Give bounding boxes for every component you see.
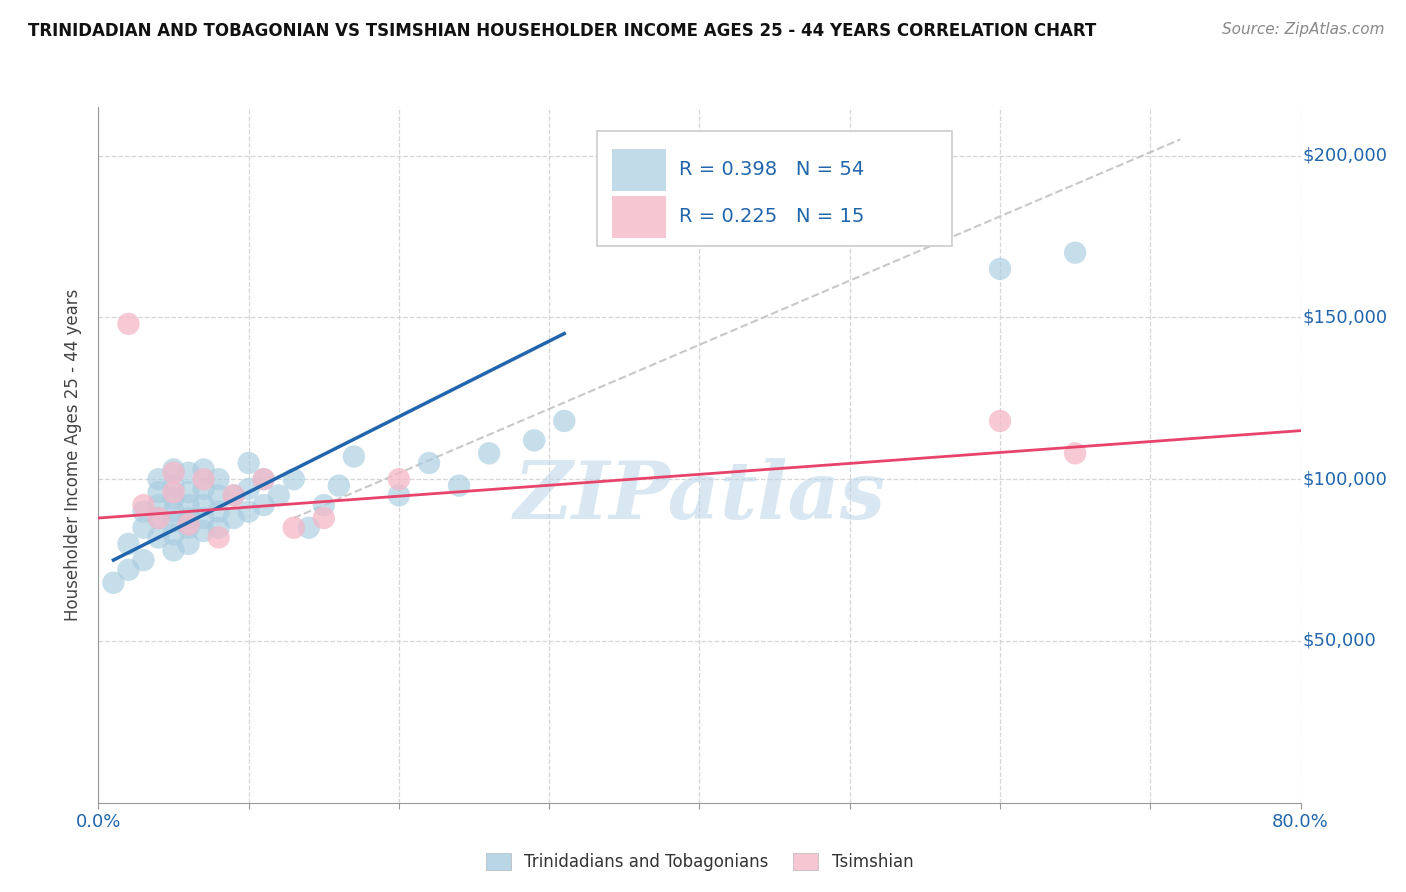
- Point: [193, 524, 215, 538]
- Point: [162, 527, 184, 541]
- Text: TRINIDADIAN AND TOBAGONIAN VS TSIMSHIAN HOUSEHOLDER INCOME AGES 25 - 44 YEARS CO: TRINIDADIAN AND TOBAGONIAN VS TSIMSHIAN …: [28, 22, 1097, 40]
- Point: [447, 478, 470, 492]
- Point: [388, 488, 411, 502]
- Point: [193, 498, 215, 512]
- Point: [162, 466, 184, 480]
- Point: [553, 414, 575, 428]
- Point: [193, 511, 215, 525]
- FancyBboxPatch shape: [598, 131, 952, 246]
- Text: $50,000: $50,000: [1303, 632, 1376, 650]
- Y-axis label: Householder Income Ages 25 - 44 years: Householder Income Ages 25 - 44 years: [65, 289, 83, 621]
- Point: [162, 504, 184, 518]
- Point: [388, 472, 411, 486]
- Point: [148, 511, 170, 525]
- Point: [283, 521, 305, 535]
- Point: [177, 537, 200, 551]
- Point: [222, 488, 245, 502]
- Point: [148, 511, 170, 525]
- Point: [177, 466, 200, 480]
- Point: [312, 498, 335, 512]
- Point: [162, 491, 184, 506]
- Text: $100,000: $100,000: [1303, 470, 1388, 488]
- Point: [283, 472, 305, 486]
- Point: [267, 488, 290, 502]
- Point: [238, 482, 260, 496]
- Point: [208, 504, 231, 518]
- Point: [117, 537, 139, 551]
- Text: R = 0.225   N = 15: R = 0.225 N = 15: [679, 208, 865, 227]
- Point: [103, 575, 125, 590]
- FancyBboxPatch shape: [612, 196, 666, 238]
- Text: R = 0.398   N = 54: R = 0.398 N = 54: [679, 161, 865, 179]
- Legend: Trinidadians and Tobagonians, Tsimshian: Trinidadians and Tobagonians, Tsimshian: [479, 847, 920, 878]
- Point: [148, 498, 170, 512]
- Point: [193, 472, 215, 486]
- Point: [418, 456, 440, 470]
- Point: [177, 498, 200, 512]
- Point: [238, 504, 260, 518]
- Point: [162, 478, 184, 492]
- Point: [208, 472, 231, 486]
- Point: [177, 485, 200, 500]
- Text: ZIPatlas: ZIPatlas: [513, 458, 886, 535]
- Point: [222, 511, 245, 525]
- Point: [253, 498, 276, 512]
- Point: [148, 485, 170, 500]
- Point: [148, 531, 170, 545]
- Point: [1064, 446, 1087, 460]
- Text: $200,000: $200,000: [1303, 146, 1388, 165]
- Point: [132, 521, 155, 535]
- Point: [343, 450, 366, 464]
- Point: [132, 504, 155, 518]
- Point: [1064, 245, 1087, 260]
- Point: [177, 511, 200, 525]
- Point: [523, 434, 546, 448]
- Point: [132, 498, 155, 512]
- Point: [162, 485, 184, 500]
- Text: $150,000: $150,000: [1303, 309, 1388, 326]
- Point: [208, 531, 231, 545]
- Point: [253, 472, 276, 486]
- Point: [117, 317, 139, 331]
- Point: [208, 488, 231, 502]
- FancyBboxPatch shape: [612, 149, 666, 191]
- Point: [193, 462, 215, 476]
- Point: [478, 446, 501, 460]
- Point: [298, 521, 321, 535]
- Point: [312, 511, 335, 525]
- Point: [148, 472, 170, 486]
- Point: [177, 517, 200, 532]
- Point: [238, 456, 260, 470]
- Point: [988, 261, 1011, 276]
- Point: [162, 543, 184, 558]
- Point: [162, 514, 184, 528]
- Point: [222, 488, 245, 502]
- Point: [177, 521, 200, 535]
- Point: [328, 478, 350, 492]
- Point: [193, 482, 215, 496]
- Point: [208, 521, 231, 535]
- Point: [162, 462, 184, 476]
- Point: [988, 414, 1011, 428]
- Text: Source: ZipAtlas.com: Source: ZipAtlas.com: [1222, 22, 1385, 37]
- Point: [253, 472, 276, 486]
- Point: [117, 563, 139, 577]
- Point: [132, 553, 155, 567]
